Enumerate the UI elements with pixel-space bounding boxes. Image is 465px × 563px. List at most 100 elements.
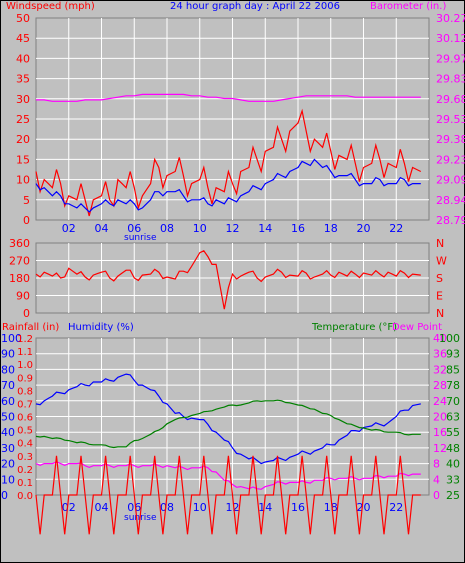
rainfall-tick: 0.9 [17,373,33,384]
humidity-tick: 80 [1,363,15,376]
direction-compass-tick: N [436,307,444,320]
x-tick-label: 04 [95,222,109,235]
windspeed-tick: 45 [16,32,30,45]
x-tick-label: 18 [324,222,338,235]
barometer-tick: 30.12 [436,32,465,45]
temperature-c-tick: 20 [433,411,447,424]
rainfall-tick: 0.5 [17,426,33,437]
temperature-c-tick: 32 [433,363,447,376]
rainfall-tick: 0.7 [17,399,33,410]
humidity-tick-labels: 0 10 20 30 40 50 60 70 80 90 100 [1,332,22,502]
humidity-tick: 0 [1,489,8,502]
direction-compass-tick: E [436,290,443,303]
wind-line [35,108,422,217]
temperature-f-tick: 48 [446,442,460,455]
rainfall-tick: 0.4 [17,439,33,450]
dewpoint-line [35,461,421,490]
temperature-c-tick: 12 [433,442,447,455]
x-tick-label: 08 [160,501,174,514]
barometer-tick: 29.68 [436,93,465,106]
direction-line [35,250,421,310]
temperature-c-tick: 36 [433,348,447,361]
barometer-line [36,93,421,102]
climate-x-tick-labels: 02 04 06 08 10 12 14 16 18 20 22 [62,501,404,514]
windspeed-tick: 40 [16,52,30,65]
barometer-tick: 30.27 [436,12,465,25]
humidity-tick: 90 [1,348,15,361]
rainfall-tick-labels: 0.0 0.1 0.2 0.3 0.4 0.5 0.6 0.7 0.8 0.9 1.0 1.1 1.2 [17,334,33,502]
direction-degree-tick: 360 [9,237,30,250]
x-tick-label: 08 [160,222,174,235]
barometer-tick: 29.09 [436,174,465,187]
temperature-f-tick: 100 [439,332,460,345]
rainfall-tick: 0.1 [17,478,33,489]
rainfall-tick: 0.8 [17,386,33,397]
x-tick-label: 02 [62,501,76,514]
humidity-tick: 30 [1,442,15,455]
humidity-axis-label: Humidity (%) [68,322,134,333]
direction-compass-tick: S [436,272,443,285]
rainfall-tick: 1.2 [17,334,33,345]
x-tick-label: 06 [127,222,141,235]
direction-degree-labels: 360 270 180 90 0 [9,237,30,320]
x-tick-label: 14 [258,222,272,235]
barometer-tick: 29.53 [436,113,465,126]
rainfall-tick: 1.0 [17,360,33,371]
temperature-f-tick: 33 [446,473,460,486]
direction-degree-tick: 90 [16,290,30,303]
temperature-c-tick: 24 [433,395,447,408]
wind-grid [36,18,429,220]
graph-title: 24 hour graph day : April 22 2006 [170,1,340,12]
rainfall-tick: 0.2 [17,465,33,476]
x-tick-label: 02 [62,222,76,235]
direction-grid [36,243,429,313]
temperature-c-tick: 40 [433,332,447,345]
x-tick-label: 16 [291,222,305,235]
x-tick-label: 12 [226,501,240,514]
windspeed-tick: 15 [16,153,30,166]
temperature-c-tick: 8 [433,458,440,471]
temperature-f-tick: 78 [446,379,460,392]
humidity-tick: 20 [1,458,15,471]
temperature-f-tick: 85 [446,363,460,376]
windspeed-tick: 0 [23,214,30,227]
windspeed-tick: 25 [16,113,30,126]
direction-series [35,250,421,310]
sunrise-label-top: sunrise [124,233,157,243]
temperature-c-tick: 16 [433,426,447,439]
temperature-c-tick: 4 [433,473,440,486]
temperature-f-tick: 25 [446,489,460,502]
humidity-tick: 10 [1,473,15,486]
temperature-c-tick: 0 [433,489,440,502]
rainfall-axis-label: Rainfall (in) [2,322,59,333]
x-tick-label: 14 [258,501,272,514]
humidity-tick: 40 [1,426,15,439]
direction-degree-tick: 0 [23,307,30,320]
temperature-f-tick: 40 [446,458,460,471]
wind-x-tick-labels: 02 04 06 08 10 12 14 16 18 20 22 [62,222,404,235]
x-tick-label: 06 [127,501,141,514]
wind-series [35,93,422,217]
barometer-tick: 28.79 [436,214,465,227]
temperature-f-tick: 70 [446,395,460,408]
barometer-axis-label: Barometer (in.) [370,1,446,12]
windspeed-tick-labels: 0 5 10 15 20 25 30 35 40 45 50 [16,12,30,227]
x-tick-label: 12 [226,222,240,235]
climate-series [35,373,421,535]
temperature-axis-label: Temperature (°F) [311,322,397,333]
barometer-tick: 29.97 [436,52,465,65]
temperature-f-tick: 93 [446,348,460,361]
rainfall-tick: 0.6 [17,413,33,424]
rainfall-tick: 0.0 [17,491,33,502]
barometer-tick: 29.23 [436,153,465,166]
direction-compass-tick: W [436,255,447,268]
temperature-f-tick-labels: 25 33 40 48 55 63 70 78 85 93 100 [439,332,460,502]
humidity-tick: 60 [1,395,15,408]
gust_avg-line [35,158,421,213]
windspeed-tick: 10 [16,174,30,187]
x-tick-label: 10 [193,501,207,514]
